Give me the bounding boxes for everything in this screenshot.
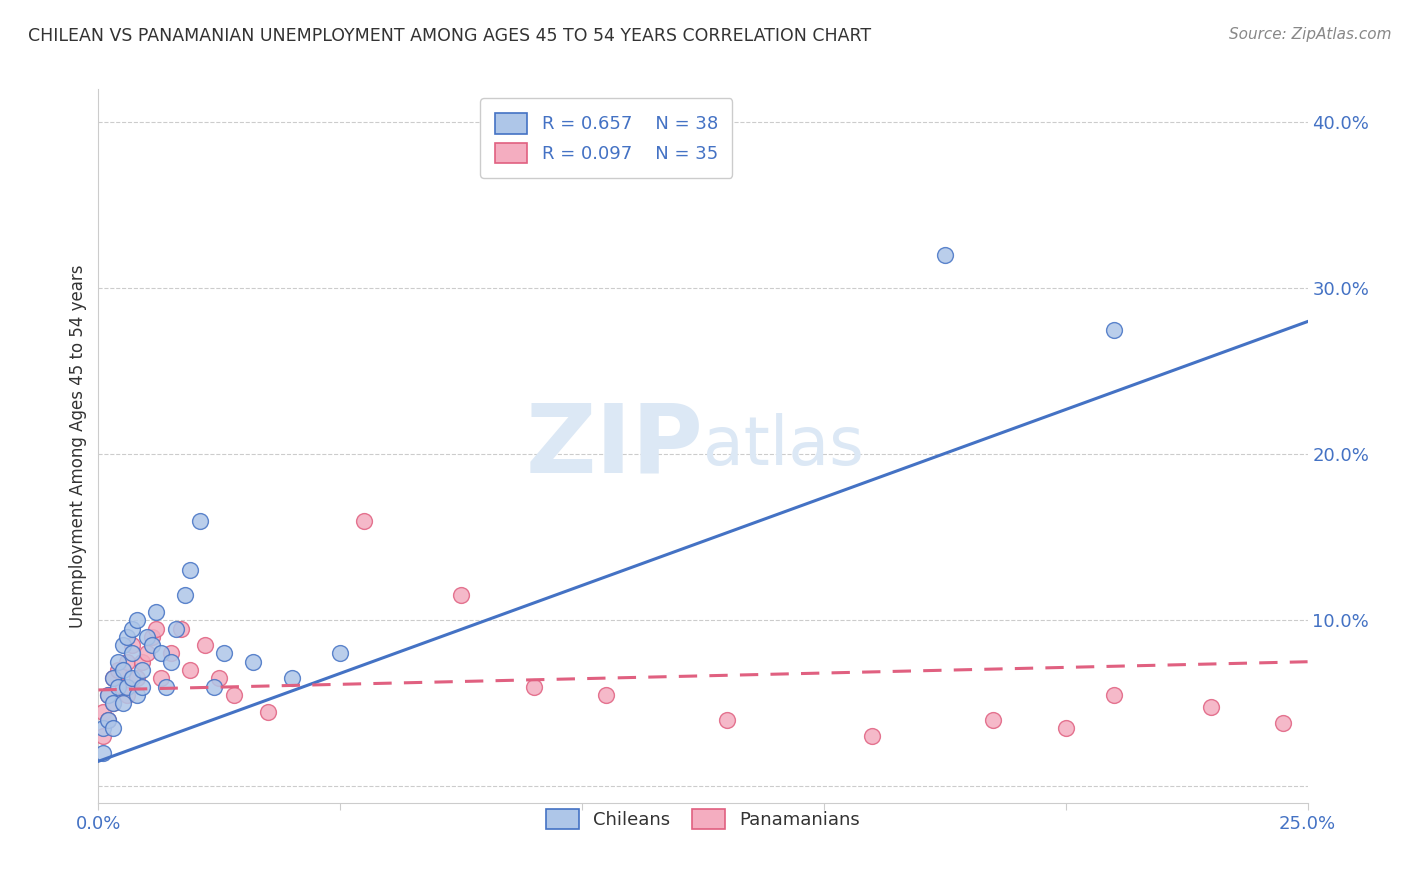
- Point: [91, 746, 114, 760]
- Point: [150, 671, 173, 685]
- Point: [169, 622, 191, 636]
- Point: [117, 655, 139, 669]
- Point: [160, 647, 183, 661]
- Point: [121, 671, 143, 685]
- Point: [179, 663, 201, 677]
- Point: [131, 680, 153, 694]
- Point: [1102, 323, 1125, 337]
- Point: [212, 647, 235, 661]
- Point: [111, 680, 134, 694]
- Point: [127, 613, 149, 627]
- Point: [101, 696, 124, 710]
- Point: [121, 638, 143, 652]
- Point: [353, 514, 375, 528]
- Point: [523, 680, 546, 694]
- Point: [91, 705, 114, 719]
- Text: Source: ZipAtlas.com: Source: ZipAtlas.com: [1229, 27, 1392, 42]
- Point: [107, 680, 129, 694]
- Point: [127, 671, 149, 685]
- Text: atlas: atlas: [703, 413, 863, 479]
- Point: [135, 630, 157, 644]
- Point: [450, 588, 472, 602]
- Point: [101, 721, 124, 735]
- Point: [1054, 721, 1077, 735]
- Point: [101, 671, 124, 685]
- Point: [256, 705, 278, 719]
- Point: [141, 638, 163, 652]
- Y-axis label: Unemployment Among Ages 45 to 54 years: Unemployment Among Ages 45 to 54 years: [69, 264, 87, 628]
- Point: [111, 638, 134, 652]
- Legend: Chileans, Panamanians: Chileans, Panamanians: [538, 801, 868, 837]
- Point: [97, 688, 120, 702]
- Point: [981, 713, 1004, 727]
- Point: [117, 680, 139, 694]
- Point: [150, 647, 173, 661]
- Point: [222, 688, 245, 702]
- Point: [107, 655, 129, 669]
- Point: [91, 721, 114, 735]
- Point: [91, 730, 114, 744]
- Point: [179, 564, 201, 578]
- Point: [595, 688, 617, 702]
- Point: [860, 730, 883, 744]
- Point: [194, 638, 217, 652]
- Point: [121, 647, 143, 661]
- Point: [160, 655, 183, 669]
- Text: CHILEAN VS PANAMANIAN UNEMPLOYMENT AMONG AGES 45 TO 54 YEARS CORRELATION CHART: CHILEAN VS PANAMANIAN UNEMPLOYMENT AMONG…: [28, 27, 872, 45]
- Point: [101, 696, 124, 710]
- Point: [117, 630, 139, 644]
- Text: ZIP: ZIP: [524, 400, 703, 492]
- Point: [111, 663, 134, 677]
- Point: [174, 588, 197, 602]
- Point: [242, 655, 264, 669]
- Point: [188, 514, 211, 528]
- Point: [117, 688, 139, 702]
- Point: [208, 671, 231, 685]
- Point: [135, 647, 157, 661]
- Point: [329, 647, 352, 661]
- Point: [716, 713, 738, 727]
- Point: [281, 671, 304, 685]
- Point: [97, 713, 120, 727]
- Point: [934, 248, 956, 262]
- Point: [1102, 688, 1125, 702]
- Point: [1199, 699, 1222, 714]
- Point: [101, 671, 124, 685]
- Point: [107, 663, 129, 677]
- Point: [1272, 716, 1295, 731]
- Point: [131, 663, 153, 677]
- Point: [127, 688, 149, 702]
- Point: [97, 713, 120, 727]
- Point: [121, 622, 143, 636]
- Point: [204, 680, 226, 694]
- Point: [145, 622, 167, 636]
- Point: [141, 630, 163, 644]
- Point: [111, 696, 134, 710]
- Point: [165, 622, 187, 636]
- Point: [155, 680, 177, 694]
- Point: [97, 688, 120, 702]
- Point: [131, 655, 153, 669]
- Point: [145, 605, 167, 619]
